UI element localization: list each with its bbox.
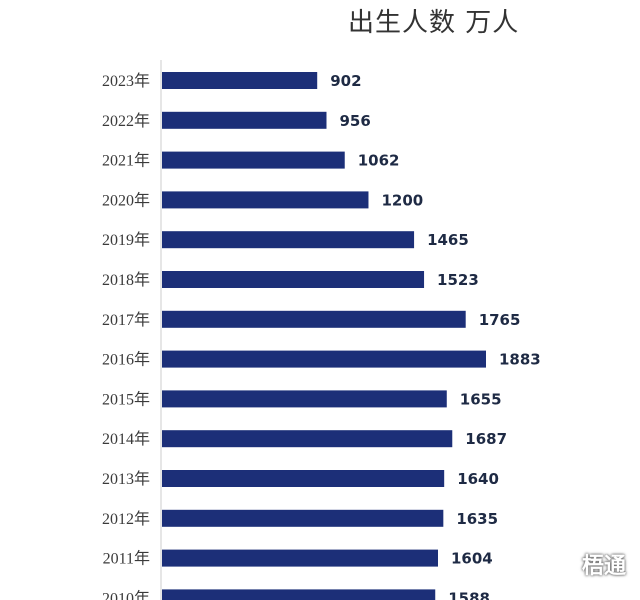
bar bbox=[162, 231, 415, 249]
bar bbox=[162, 271, 425, 288]
bar bbox=[162, 111, 327, 129]
bar bbox=[162, 589, 436, 600]
bar bbox=[162, 350, 486, 368]
y-tick-label: 2017年 bbox=[102, 311, 150, 329]
bar bbox=[162, 310, 466, 328]
y-tick-label: 2023年 bbox=[102, 72, 150, 90]
y-tick-label: 2022年 bbox=[102, 112, 150, 130]
data-label: 956 bbox=[339, 112, 370, 130]
data-label: 1523 bbox=[437, 271, 479, 289]
y-tick-label: 2015年 bbox=[102, 390, 150, 408]
data-label: 1640 bbox=[457, 470, 499, 488]
data-label: 1687 bbox=[465, 430, 507, 448]
bar bbox=[162, 470, 445, 487]
data-label: 1465 bbox=[427, 231, 469, 249]
data-label: 1655 bbox=[460, 390, 502, 408]
data-label: 1588 bbox=[448, 589, 490, 600]
bar bbox=[162, 509, 444, 527]
bar bbox=[162, 430, 453, 448]
watermark-logo: 梧通 bbox=[581, 554, 626, 579]
bar bbox=[162, 72, 318, 89]
bar bbox=[162, 549, 438, 567]
bar bbox=[162, 151, 345, 169]
y-tick-label: 2016年 bbox=[102, 351, 150, 369]
y-tick-label: 2010年 bbox=[102, 589, 150, 600]
data-label: 1765 bbox=[479, 311, 521, 329]
y-tick-label: 2020年 bbox=[102, 191, 150, 209]
data-label: 1604 bbox=[451, 550, 493, 568]
bar bbox=[162, 390, 447, 408]
chart-title: 出生人数 万人 bbox=[348, 8, 520, 38]
y-tick-label: 2011年 bbox=[103, 550, 150, 568]
data-label: 1200 bbox=[381, 191, 423, 209]
data-label: 1635 bbox=[456, 510, 498, 528]
data-label: 902 bbox=[330, 72, 361, 90]
bar bbox=[162, 191, 369, 209]
y-tick-label: 2019年 bbox=[102, 231, 150, 249]
data-label: 1062 bbox=[358, 152, 400, 170]
y-tick-label: 2014年 bbox=[102, 430, 150, 448]
y-tick-label: 2021年 bbox=[102, 152, 150, 170]
y-tick-label: 2012年 bbox=[102, 510, 150, 528]
data-label: 1883 bbox=[499, 351, 541, 369]
y-tick-label: 2018年 bbox=[102, 271, 150, 289]
y-tick-label: 2013年 bbox=[102, 470, 150, 488]
